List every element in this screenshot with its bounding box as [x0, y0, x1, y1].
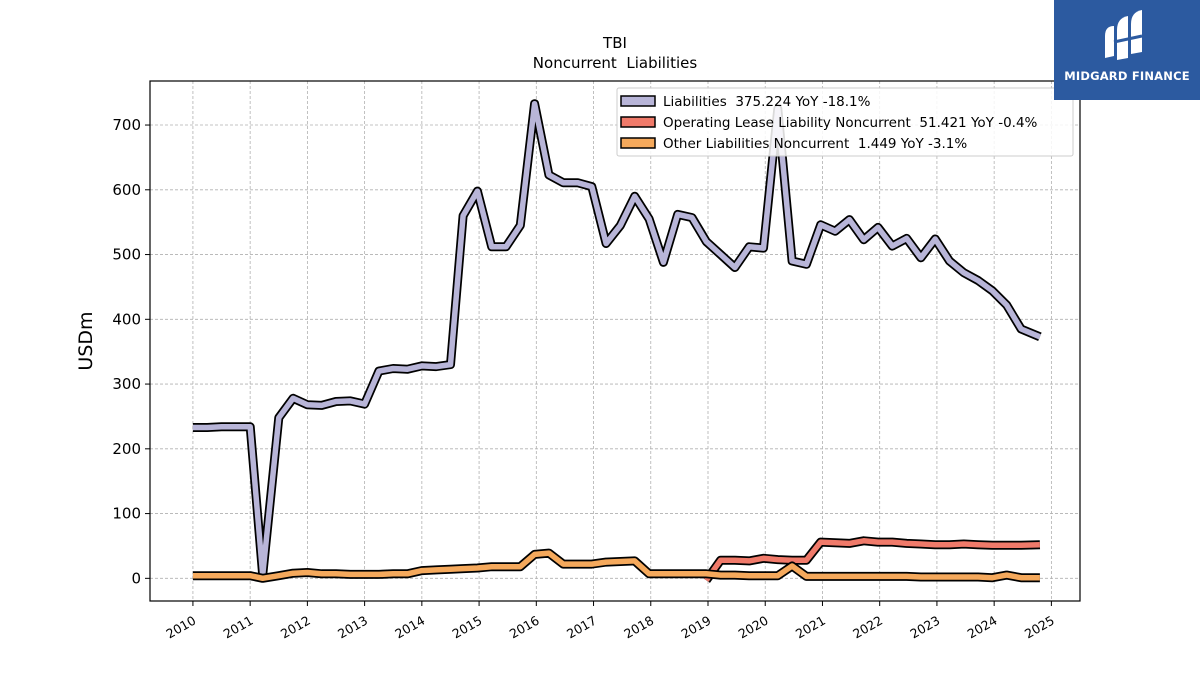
x-tick-label: 2016 — [507, 613, 542, 642]
brand-name: MIDGARD FINANCE — [1064, 69, 1190, 83]
x-tick-label: 2012 — [278, 613, 313, 642]
x-tick-label: 2020 — [736, 613, 771, 642]
legend-swatch-1 — [620, 116, 656, 128]
legend-swatch-2 — [620, 137, 656, 149]
x-tick-label: 2023 — [907, 613, 942, 642]
y-tick-label: 200 — [112, 440, 141, 458]
y-tick-label: 600 — [112, 181, 141, 199]
legend-swatch-0 — [620, 95, 656, 107]
x-tick-label: 2022 — [850, 613, 885, 642]
legend-label-2: Other Liabilities Noncurrent 1.449 YoY -… — [663, 136, 967, 152]
x-tick-label: 2015 — [450, 613, 485, 642]
x-tick-label: 2025 — [1022, 613, 1057, 642]
series-line-0 — [192, 100, 1041, 578]
plot-frame — [149, 80, 1081, 602]
legend[interactable]: Liabilities 375.224 YoY -18.1% Operating … — [616, 87, 1074, 157]
series-outline-0 — [192, 99, 1042, 580]
chart-title: TBI — [602, 34, 627, 52]
legend-label-1: Operating Lease Liability Noncurrent 51.… — [663, 115, 1038, 131]
series-line-2 — [192, 550, 1040, 582]
x-tick-label: 2010 — [163, 613, 198, 642]
legend-box — [616, 87, 1074, 157]
x-tick-label: 2021 — [793, 613, 828, 642]
series-line-1 — [704, 538, 1040, 582]
chart-subtitle: Noncurrent Liabilities — [533, 54, 698, 72]
grid-lines — [150, 81, 1080, 601]
x-tick-label: 2017 — [564, 613, 599, 642]
y-tick-label: 500 — [112, 246, 141, 264]
y-axis-label: USDm — [75, 311, 97, 370]
legend-label-0: Liabilities 375.224 YoY -18.1% — [663, 94, 871, 110]
series-lines — [192, 99, 1042, 583]
brand-logo: MIDGARD FINANCE — [1054, 0, 1200, 100]
y-tick-label: 300 — [112, 375, 141, 393]
x-tick-label: 2024 — [965, 613, 1000, 642]
y-tick-label: 700 — [112, 116, 141, 134]
brand-mark-icon — [1105, 10, 1143, 60]
x-tick-label: 2019 — [678, 613, 713, 642]
y-tick-label: 0 — [131, 569, 141, 587]
x-tick-label: 2014 — [392, 613, 427, 642]
y-tick-label: 400 — [112, 310, 141, 328]
x-tick-label: 2011 — [221, 613, 256, 642]
x-tick-label: 2018 — [621, 613, 656, 642]
y-tick-label: 100 — [112, 505, 141, 523]
x-tick-label: 2013 — [335, 613, 370, 642]
